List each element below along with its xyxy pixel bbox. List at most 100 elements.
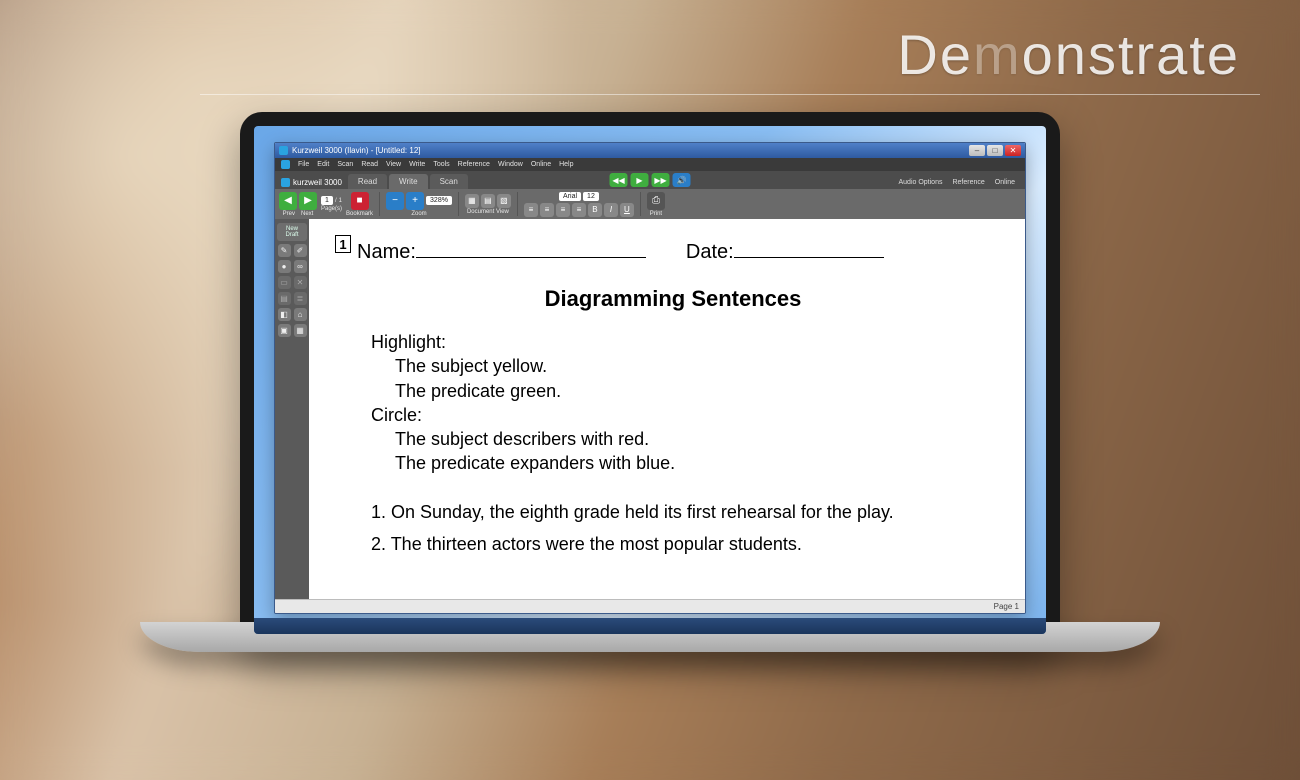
menu-file[interactable]: File [298,161,309,168]
prev-label: Prev [283,211,295,217]
left-sidebar: New Draft ✎✐ ●∞ ▭✕ ▤≣ ◧⌂ ▣▦ [275,219,309,599]
tab-scan[interactable]: Scan [430,174,468,189]
page-sep: / [335,198,337,204]
app-window: Kurzweil 3000 (Ilavin) - [Untitled: 12] … [274,142,1026,614]
audio-button[interactable]: 🔊 [673,173,691,187]
bookmark-label: Bookmark [346,211,373,217]
tool-image-icon[interactable]: ▣ [278,324,291,337]
view-mode-2-button[interactable]: ▤ [481,194,495,208]
tool-outline-icon[interactable]: ▤ [278,292,291,305]
zoom-value[interactable]: 328% [426,196,452,205]
window-titlebar[interactable]: Kurzweil 3000 (Ilavin) - [Untitled: 12] … [275,143,1025,158]
brand: kurzweil 3000 [279,178,346,189]
menu-help[interactable]: Help [559,161,573,168]
new-draft-button[interactable]: New Draft [277,223,307,241]
overlay-title-pre: De [897,23,973,86]
menu-bar[interactable]: File Edit Scan Read View Write Tools Ref… [275,158,1025,171]
menu-tools[interactable]: Tools [433,161,449,168]
align-left-button[interactable]: ≡ [524,203,538,217]
font-size-select[interactable]: 12 [583,192,599,201]
document-viewport[interactable]: 1 Name: Date: Diagramming Sentences High… [309,219,1025,599]
align-right-button[interactable]: ≡ [556,203,570,217]
italic-button[interactable]: I [604,203,618,217]
zoom-label: Zoom [411,211,426,217]
toolbar-sep-2 [458,192,459,216]
page-current[interactable]: 1 [321,196,333,205]
date-blank[interactable] [734,257,884,258]
tool-delete-icon[interactable]: ✕ [294,276,307,289]
font-name-select[interactable]: Arial [559,192,581,201]
tool-pen-icon[interactable]: ✐ [294,244,307,257]
instructions: Highlight: The subject yellow. The predi… [371,330,997,476]
tab-scan-label: Scan [440,177,458,186]
app-icon [279,146,288,155]
align-center-button[interactable]: ≡ [540,203,554,217]
menu-scan[interactable]: Scan [337,161,353,168]
header-fields: Name: Date: [357,241,997,264]
menu-reference[interactable]: Reference [458,161,490,168]
print-button[interactable]: ⎙ [647,192,665,210]
menu-app-icon [281,160,290,169]
document-title: Diagramming Sentences [349,286,997,312]
tab-write[interactable]: Write [389,174,428,189]
menu-online[interactable]: Online [531,161,551,168]
tool-note-icon[interactable]: ▭ [278,276,291,289]
close-button[interactable]: ✕ [1005,145,1021,156]
instr-highlight-b: The predicate green. [395,379,997,403]
link-online[interactable]: Online [995,179,1015,186]
instr-highlight: Highlight: [371,330,997,354]
toolbar: ◀ ▶ Prev Next 1 [275,189,1025,219]
bold-button[interactable]: B [588,203,602,217]
tool-map-icon[interactable]: ⌂ [294,308,307,321]
tab-write-label: Write [399,177,418,186]
page-total: 1 [339,198,342,204]
menu-view[interactable]: View [386,161,401,168]
brand-logo-icon [281,178,290,187]
view-mode-3-button[interactable]: ▧ [497,194,511,208]
window-title: Kurzweil 3000 (Ilavin) - [Untitled: 12] [292,146,421,155]
fast-forward-button[interactable]: ▶▶ [652,173,670,187]
document-page: 1 Name: Date: Diagramming Sentences High… [309,219,1025,599]
name-blank[interactable] [416,257,646,258]
align-justify-button[interactable]: ≡ [572,203,586,217]
menu-write[interactable]: Write [409,161,425,168]
overlay-title: Demonstrate [897,22,1240,87]
windows-taskbar[interactable] [254,618,1046,634]
promo-scene: Demonstrate Kurzweil 3000 (Ilavin) - [Un… [0,0,1300,780]
laptop-bezel: Kurzweil 3000 (Ilavin) - [Untitled: 12] … [240,112,1060,652]
play-button[interactable]: ▶ [631,173,649,187]
next-page-button[interactable]: ▶ [299,192,317,210]
docview-group: ▦ ▤ ▧ Document View [465,194,511,215]
tool-media-icon[interactable]: ▦ [294,324,307,337]
link-audio-options[interactable]: Audio Options [898,179,942,186]
status-page: Page 1 [994,602,1019,611]
underline-button[interactable]: U [620,203,634,217]
tool-mic-icon[interactable]: ● [278,260,291,273]
instr-circle-b: The predicate expanders with blue. [395,451,997,475]
view-mode-1-button[interactable]: ▦ [465,194,479,208]
draft-label: Draft [285,232,298,238]
page-number-box: 1 [335,235,351,253]
menu-window[interactable]: Window [498,161,523,168]
rewind-button[interactable]: ◀◀ [610,173,628,187]
tool-link-icon[interactable]: ∞ [294,260,307,273]
maximize-button[interactable]: □ [987,145,1003,156]
zoom-out-button[interactable]: − [386,192,404,210]
minimize-button[interactable]: – [969,145,985,156]
page-label: Page(s) [321,206,342,212]
menu-edit[interactable]: Edit [317,161,329,168]
tool-list-icon[interactable]: ≣ [294,292,307,305]
date-label: Date: [686,241,734,263]
status-bar: Page 1 [275,599,1025,613]
bookmark-button[interactable]: ■ [351,192,369,210]
desktop-wallpaper: Kurzweil 3000 (Ilavin) - [Untitled: 12] … [254,126,1046,634]
zoom-in-button[interactable]: + [406,192,424,210]
tool-chart-icon[interactable]: ◧ [278,308,291,321]
docview-label: Document View [467,209,509,215]
window-controls: – □ ✕ [969,145,1021,156]
tab-read[interactable]: Read [348,174,387,189]
link-reference[interactable]: Reference [952,179,984,186]
tool-highlighter-icon[interactable]: ✎ [278,244,291,257]
menu-read[interactable]: Read [361,161,378,168]
prev-page-button[interactable]: ◀ [279,192,297,210]
